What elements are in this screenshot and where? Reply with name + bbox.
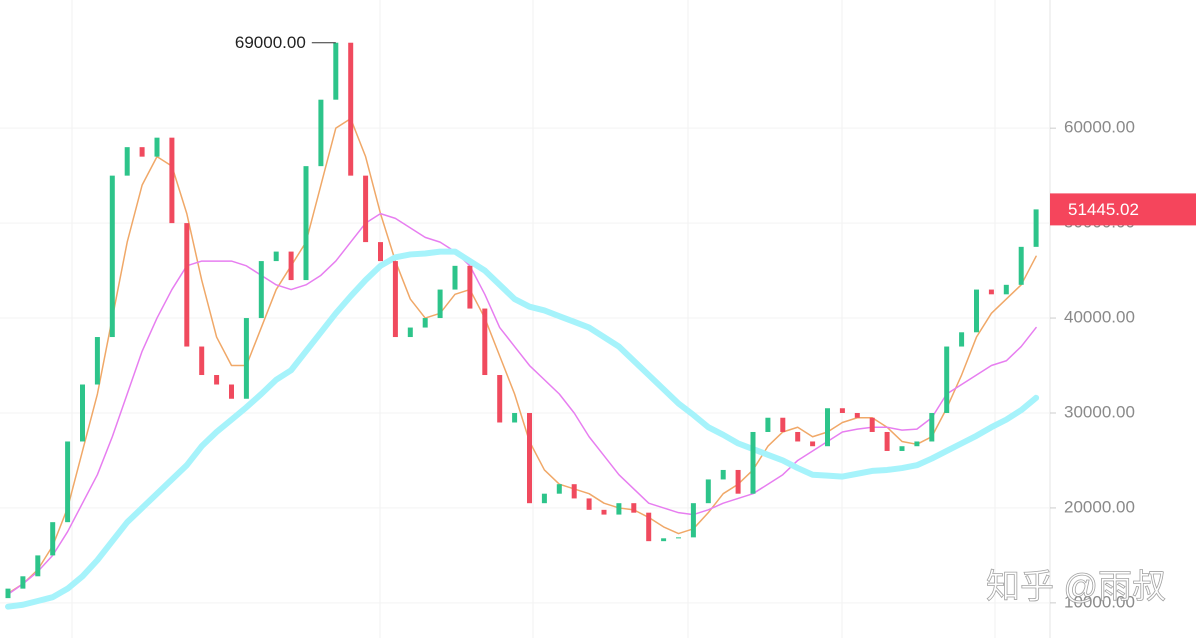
candle <box>452 265 458 290</box>
y-tick-label: 40000.00 <box>1064 308 1135 327</box>
candle <box>467 265 473 309</box>
candle <box>527 412 532 504</box>
candle <box>690 503 696 538</box>
y-tick-label: 30000.00 <box>1064 402 1135 421</box>
candle <box>1033 209 1039 247</box>
candle <box>556 484 562 494</box>
candle <box>288 251 294 281</box>
moving-average <box>7 117 1037 595</box>
candle <box>154 137 160 157</box>
candle <box>959 332 965 347</box>
candle <box>884 431 890 451</box>
candle <box>914 441 920 447</box>
candle <box>720 469 726 480</box>
candle <box>646 512 652 542</box>
y-tick-label: 10000.00 <box>1064 592 1135 611</box>
candle <box>586 498 592 510</box>
candle <box>35 555 41 577</box>
candle <box>378 242 383 262</box>
candle <box>94 337 100 385</box>
candle <box>258 261 264 319</box>
candle <box>1003 284 1009 295</box>
candle <box>273 251 279 262</box>
candle <box>363 175 369 243</box>
candle <box>839 408 845 413</box>
watermark: 知乎 @雨叔 <box>986 568 1166 606</box>
candle <box>65 441 71 523</box>
y-tick-label: 20000.00 <box>1064 497 1135 516</box>
candle <box>20 576 26 589</box>
moving-average <box>7 212 1037 596</box>
candle <box>80 384 85 442</box>
candle <box>184 223 190 347</box>
candle <box>988 289 994 295</box>
candle <box>676 537 681 539</box>
vertical-grid <box>71 0 996 638</box>
candle <box>854 412 860 418</box>
candle <box>661 538 667 542</box>
candle <box>765 417 771 432</box>
candle <box>512 412 518 423</box>
candle <box>899 446 905 451</box>
candle <box>333 42 339 100</box>
candle <box>407 327 413 338</box>
candle <box>780 417 786 432</box>
candle <box>5 588 11 599</box>
last-price-box <box>1050 193 1196 226</box>
candle <box>541 493 547 504</box>
candle <box>810 441 816 447</box>
candle <box>705 479 711 504</box>
candle <box>139 147 145 157</box>
candle <box>50 522 56 556</box>
candle <box>795 431 801 442</box>
candle <box>869 417 875 432</box>
candle <box>303 166 309 281</box>
candle <box>109 175 115 338</box>
candle <box>348 42 354 176</box>
candle <box>944 346 950 413</box>
candle <box>229 384 234 399</box>
candle <box>214 375 220 385</box>
candle <box>929 412 935 442</box>
candle <box>825 408 830 447</box>
candle <box>750 431 756 494</box>
candle <box>318 99 324 167</box>
max-label: 69000.00 <box>235 33 306 52</box>
candle <box>601 509 607 515</box>
moving-average <box>5 248 1040 610</box>
last-price-label: 51445.02 <box>1068 200 1139 219</box>
candle <box>422 318 428 328</box>
candle <box>735 469 741 494</box>
candle <box>392 261 398 338</box>
candle <box>482 308 488 376</box>
candle <box>616 503 622 515</box>
candle <box>437 289 443 319</box>
candle <box>169 137 175 224</box>
candle <box>631 503 637 513</box>
candle <box>497 375 503 423</box>
candle <box>124 147 130 176</box>
candle <box>199 346 205 376</box>
candle <box>974 289 979 333</box>
candle <box>571 484 577 499</box>
candle <box>1018 246 1024 285</box>
candle <box>243 318 249 399</box>
y-tick-label: 60000.00 <box>1064 118 1135 137</box>
